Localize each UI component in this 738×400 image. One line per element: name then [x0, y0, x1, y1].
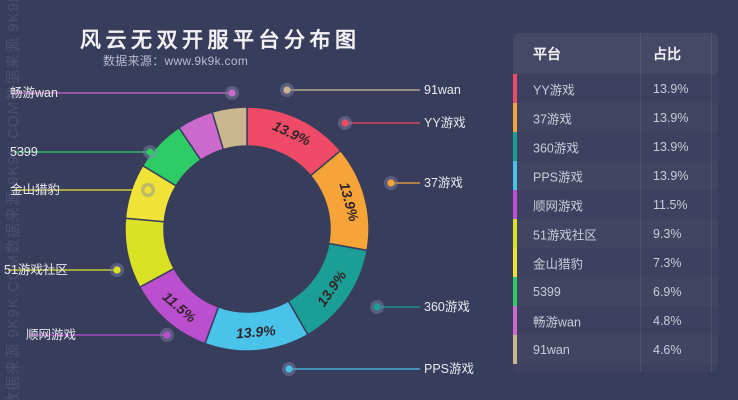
svg-text:360游戏: 360游戏: [424, 300, 470, 314]
svg-text:顺网游戏: 顺网游戏: [26, 328, 76, 342]
svg-text:PPS游戏: PPS游戏: [424, 362, 474, 376]
svg-text:91wan: 91wan: [424, 83, 461, 97]
svg-text:5399: 5399: [10, 145, 38, 159]
svg-text:13.9%: 13.9%: [235, 322, 276, 341]
svg-text:51游戏社区: 51游戏社区: [4, 262, 68, 277]
svg-text:37游戏: 37游戏: [424, 176, 463, 190]
svg-text:畅游wan: 畅游wan: [10, 86, 58, 100]
svg-text:金山猎豹: 金山猎豹: [10, 182, 60, 197]
svg-text:YY游戏: YY游戏: [424, 116, 466, 130]
